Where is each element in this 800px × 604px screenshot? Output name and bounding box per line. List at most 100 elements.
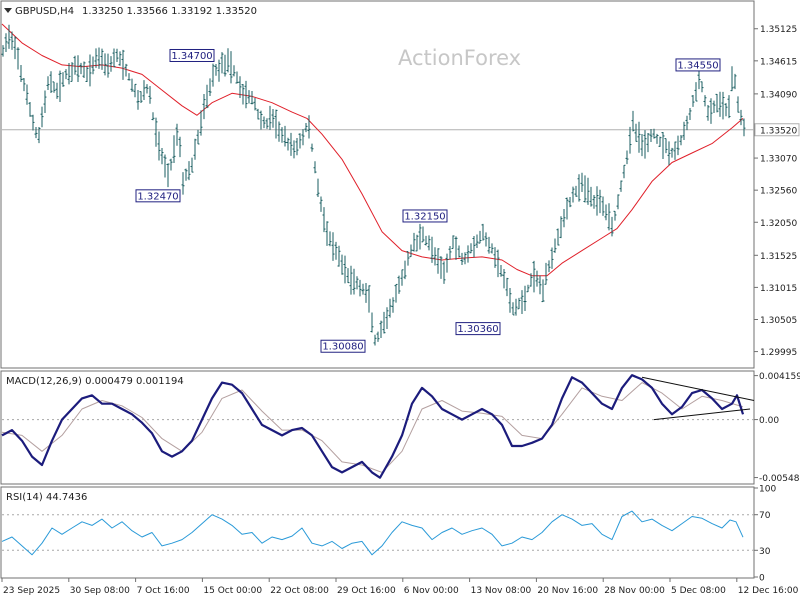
macd-trendline (653, 408, 751, 421)
price-bar (316, 178, 320, 197)
price-bar (466, 245, 470, 263)
price-bar (166, 163, 170, 188)
price-bar (370, 312, 374, 333)
price-bar (394, 283, 398, 303)
price-bar (451, 235, 455, 250)
price-bar (508, 287, 512, 313)
price-bar (352, 268, 356, 295)
price-tick-label: 1.32560 (760, 187, 797, 197)
price-bar (244, 80, 248, 109)
price-bar (196, 129, 200, 145)
price-bar (652, 128, 656, 139)
price-bar (289, 132, 293, 156)
price-bar (358, 279, 362, 297)
price-bar (172, 135, 176, 163)
price-bar (640, 134, 644, 157)
time-tick-label: 5 Dec 08:00 (671, 586, 726, 596)
price-bar (226, 48, 230, 73)
price-bar (211, 63, 215, 87)
time-tick-label: 6 Nov 00:00 (404, 586, 459, 596)
price-bar (463, 252, 467, 265)
price-bar (415, 234, 419, 252)
price-bar (643, 130, 647, 159)
price-bar (67, 63, 71, 85)
price-bar (373, 334, 377, 346)
price-bar (49, 71, 53, 93)
price-bar (118, 51, 122, 66)
price-bar (331, 232, 335, 261)
price-bar (142, 80, 146, 100)
price-bar (202, 94, 206, 120)
price-bar (439, 256, 443, 279)
price-tick-label: 1.31015 (760, 284, 797, 294)
price-bar (277, 121, 281, 142)
price-bar (727, 95, 731, 119)
price-bar (319, 196, 323, 212)
price-bar (238, 76, 242, 98)
macd-tick-label: 0.004159 (759, 372, 800, 382)
price-level-label: 1.32470 (135, 189, 181, 203)
svg-text:1.30360: 1.30360 (457, 324, 498, 335)
price-bar (436, 248, 440, 274)
price-bar (217, 59, 221, 82)
price-tick-label: 1.29995 (760, 348, 797, 358)
price-bar (460, 252, 464, 265)
price-bar (736, 96, 740, 113)
price-bar (532, 260, 536, 293)
price-bar (421, 226, 425, 243)
price-bar (475, 234, 479, 249)
price-bar (100, 48, 104, 70)
price-bar (721, 91, 725, 120)
current-price-label: 1.33520 (760, 126, 797, 136)
price-bar (679, 134, 683, 146)
price-bar (337, 245, 341, 267)
price-bar (94, 48, 98, 68)
price-bar (550, 247, 554, 269)
price-bar (97, 47, 101, 69)
price-bar (457, 245, 461, 258)
price-bar (10, 31, 14, 50)
price-bar (4, 33, 8, 53)
price-header: GBPUSD,H4 1.33250 1.33566 1.33192 1.3352… (4, 6, 257, 17)
price-bar (664, 138, 668, 154)
price-bar (229, 51, 233, 84)
price-bar (523, 285, 527, 311)
svg-text:1.32150: 1.32150 (404, 211, 445, 222)
price-bar (427, 235, 431, 251)
price-bar (601, 196, 605, 216)
price-bar (649, 128, 653, 143)
price-bar (271, 109, 275, 128)
price-bar (691, 94, 695, 107)
price-bar (403, 260, 407, 280)
dropdown-triangle-icon[interactable] (4, 8, 12, 13)
price-bar (208, 78, 212, 96)
price-bar (28, 101, 32, 117)
price-bar (448, 245, 452, 260)
rsi-panel-frame (0, 486, 755, 579)
ohlc-header: 1.33250 1.33566 1.33192 1.33520 (82, 6, 257, 17)
price-bar (301, 129, 305, 146)
price-bar (307, 115, 311, 139)
price-bar (64, 69, 68, 80)
price-bar (547, 260, 551, 273)
price-bar (709, 98, 713, 124)
price-bar (484, 232, 488, 247)
price-bar (676, 135, 680, 156)
price-bar (349, 265, 353, 295)
price-bar (568, 196, 572, 208)
price-bar (400, 269, 404, 286)
price-bar (286, 137, 290, 151)
price-bar (139, 91, 143, 103)
price-bar (682, 121, 686, 141)
price-bar (334, 241, 338, 260)
price-bar (430, 236, 434, 263)
price-bar (628, 126, 632, 154)
price-bar (241, 84, 245, 105)
moving-average-line (1, 23, 744, 277)
price-bar (655, 133, 659, 144)
price-bar (355, 276, 359, 290)
time-axis: 23 Sep 2025 30 Sep 08:00 7 Oct 16:00 15 Oct… (1, 578, 799, 596)
price-bar (34, 126, 38, 139)
price-bar (517, 297, 521, 310)
rsi-header: RSI(14) 44.7436 (6, 492, 87, 503)
